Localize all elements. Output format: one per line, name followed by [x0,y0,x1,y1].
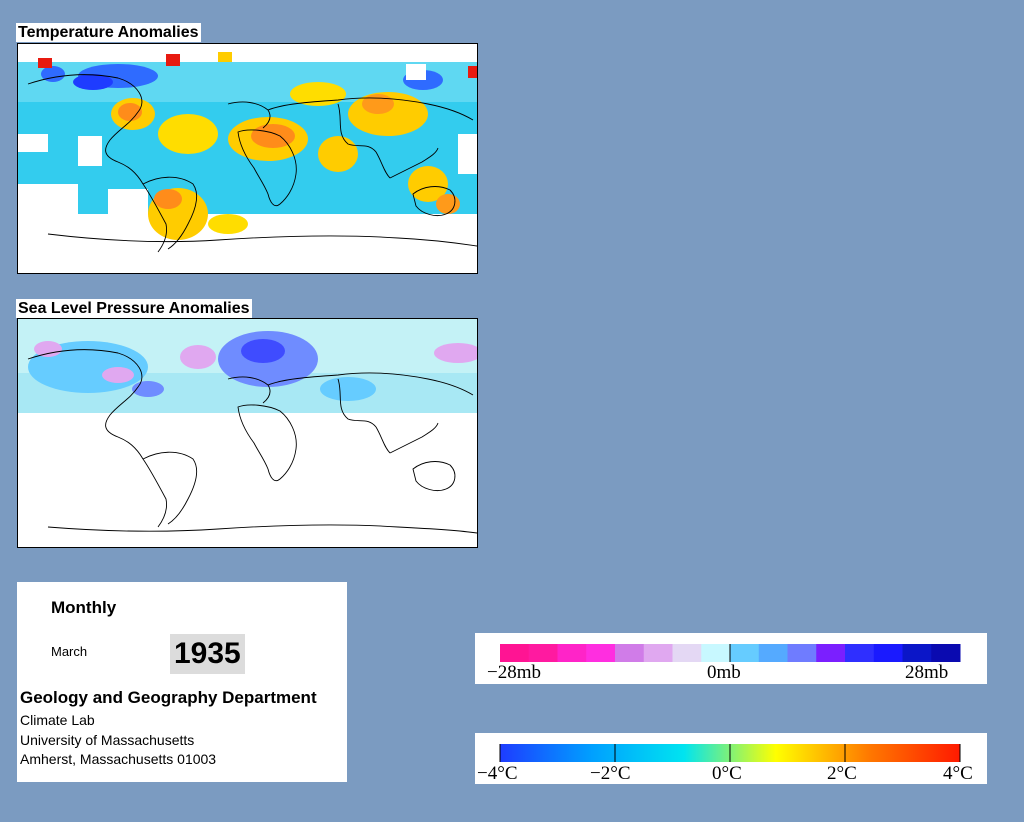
temperature-label-minus4: −4°C [477,763,518,784]
temperature-label-plus4: 4°C [943,763,973,784]
year-display: 1935 [170,634,245,674]
pressure-swatch [931,644,961,662]
pressure-swatch [845,644,875,662]
pressure-swatch [787,644,817,662]
temperature-map-title: Temperature Anomalies [16,23,201,42]
pressure-swatch [615,644,645,662]
temperature-legend: −4°C −2°C 0°C 2°C 4°C [475,733,987,784]
pressure-swatch [816,644,846,662]
pressure-swatch [528,644,558,662]
pressure-map-title: Sea Level Pressure Anomalies [16,299,252,318]
pressure-swatch [701,644,731,662]
temperature-label-plus2: 2°C [827,763,857,784]
temperature-anomaly-map [17,43,478,274]
pressure-label-min: −28mb [487,662,541,683]
pressure-swatch [902,644,932,662]
temperature-label-minus2: −2°C [590,763,631,784]
month-label: March [51,644,88,659]
pressure-swatch [873,644,903,662]
temperature-color-scale [499,744,961,762]
pressure-swatch [500,644,530,662]
department-name: Geology and Geography Department [20,688,317,707]
period-mode-label: Monthly [51,598,117,617]
pressure-swatch [586,644,616,662]
lab-name: Climate Lab [20,712,95,728]
pressure-swatch [730,644,760,662]
pressure-legend: −28mb 0mb 28mb [475,633,987,684]
pressure-label-zero: 0mb [707,662,741,683]
pressure-label-max: 28mb [905,662,948,683]
pressure-color-scale [500,644,961,662]
temperature-label-zero: 0°C [712,763,742,784]
pressure-swatch [643,644,673,662]
pressure-swatch [557,644,587,662]
pressure-swatch [672,644,702,662]
pressure-swatch [758,644,788,662]
pressure-anomaly-map [17,318,478,548]
address-line: Amherst, Massachusetts 01003 [20,751,217,767]
info-panel: Monthly March 1935 Geology and Geography… [17,582,347,782]
university-name: University of Massachusetts [20,732,195,748]
